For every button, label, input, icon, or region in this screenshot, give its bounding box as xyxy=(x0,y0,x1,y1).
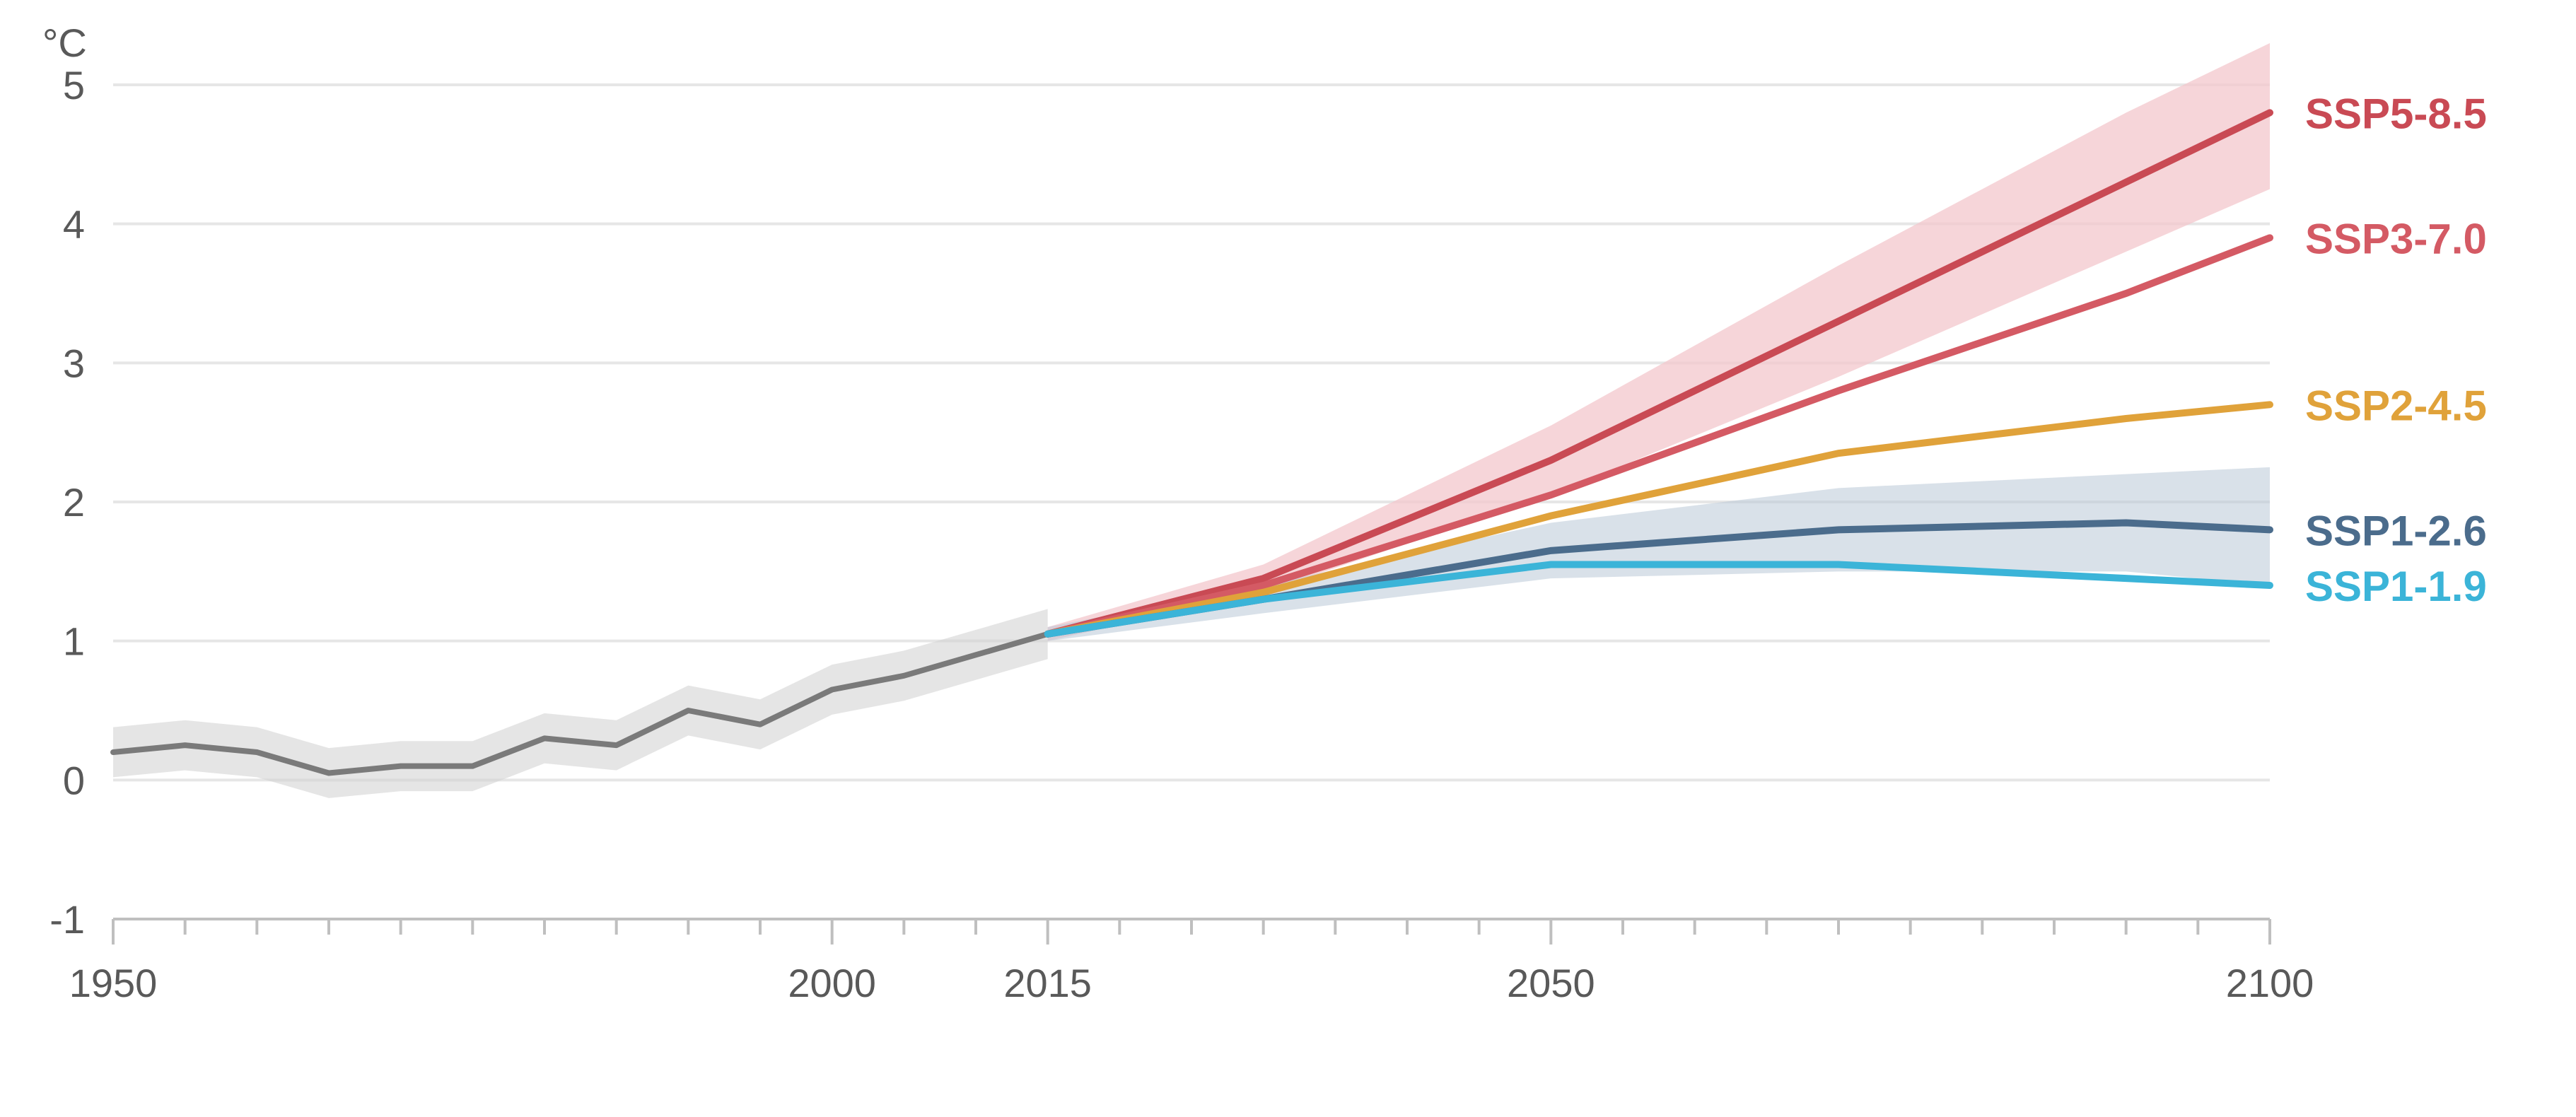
x-tick-label: 1950 xyxy=(69,961,158,1005)
chart-container: -1 0 1 2 3 4 5°C 1950 2000 2015 2050 2100 SSP5-8.5 SS… xyxy=(0,0,2576,1117)
y-tick-label: 0 xyxy=(63,758,85,802)
scenario-label-ssp3_70: SSP3-7.0 xyxy=(2305,215,2487,262)
y-tick-label: 4 xyxy=(63,202,85,247)
y-tick-label: 3 xyxy=(63,341,85,385)
x-tick-label: 2100 xyxy=(2226,961,2314,1005)
temperature-projection-chart: -1 0 1 2 3 4 5°C 1950 2000 2015 2050 2100 SSP5-8.5 SS… xyxy=(0,0,2576,1117)
x-tick-label: 2015 xyxy=(1003,961,1092,1005)
x-tick-label: 2000 xyxy=(788,961,876,1005)
y-axis-unit: °C xyxy=(42,21,87,65)
scenario-label-ssp2_45: SSP2-4.5 xyxy=(2305,382,2487,429)
y-tick-label: 1 xyxy=(63,619,85,664)
scenario-label-ssp1_19: SSP1-1.9 xyxy=(2305,563,2487,610)
scenario-label-ssp5_85: SSP5-8.5 xyxy=(2305,90,2487,137)
x-tick-label: 2050 xyxy=(1507,961,1595,1005)
y-tick-label: -1 xyxy=(49,897,85,942)
y-tick-label: 5 xyxy=(63,63,85,107)
y-tick-label: 2 xyxy=(63,480,85,525)
scenario-label-ssp1_26: SSP1-2.6 xyxy=(2305,507,2487,554)
